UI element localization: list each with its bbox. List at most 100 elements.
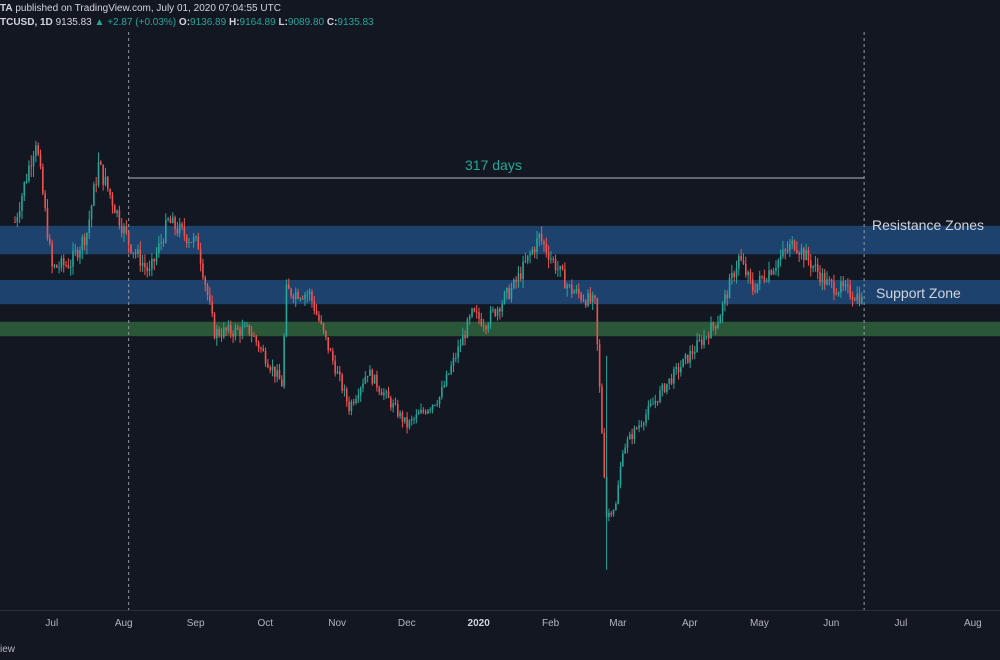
candle-body (415, 414, 418, 419)
candle-body (492, 309, 494, 311)
candle-body (264, 351, 267, 364)
candle (601, 383, 603, 435)
candle (332, 347, 334, 365)
candle (25, 173, 28, 184)
candle-body (65, 264, 67, 266)
candle (482, 318, 485, 332)
candle (717, 315, 719, 330)
candle-body (612, 509, 615, 515)
candle-body (83, 236, 86, 245)
candle (285, 279, 288, 338)
candle-body (227, 325, 230, 331)
candle-body (146, 267, 149, 272)
candle-body (385, 391, 387, 393)
candle-body (100, 161, 102, 165)
candle-body (738, 255, 740, 269)
candle-body (394, 403, 397, 405)
candle-body (682, 358, 684, 368)
candle (325, 330, 327, 341)
candle-body (352, 401, 355, 404)
candle (830, 278, 833, 288)
candle (508, 284, 510, 300)
candle-body (299, 298, 302, 300)
candle-body (786, 250, 789, 252)
candle-body (188, 242, 190, 244)
candle-body (28, 165, 30, 181)
candle-body (796, 249, 798, 253)
candle-body (666, 383, 668, 392)
time-axis[interactable]: Jul Aug Sep Oct Nov Dec 2020 Feb Mar Apr May Jun Jul… (0, 610, 1000, 643)
candle (659, 386, 661, 404)
x-tick-label: Sep (187, 618, 205, 629)
candle-body (399, 412, 401, 417)
candle-body (315, 310, 318, 315)
candle (640, 420, 643, 428)
candle-body (480, 318, 483, 326)
candle (796, 241, 798, 255)
open-label: O: (178, 17, 191, 28)
price-chart[interactable]: 317 days Resistance Zones Support Zone (0, 32, 1000, 610)
candle (647, 400, 650, 421)
candle (42, 163, 44, 196)
candle-body (649, 403, 652, 406)
candle-body (125, 226, 128, 233)
candle-body (171, 217, 174, 224)
chart-canvas[interactable] (0, 32, 1000, 610)
candle (264, 347, 267, 368)
candle (724, 289, 726, 312)
candle (738, 253, 740, 276)
candle (304, 292, 306, 307)
candle-body (603, 432, 606, 478)
candle (531, 246, 534, 256)
candle (93, 181, 95, 207)
candle (742, 253, 745, 265)
candle (253, 331, 255, 337)
candle (740, 249, 742, 262)
candle-body (383, 392, 385, 396)
candle-body (782, 249, 784, 257)
candle (494, 308, 497, 318)
candle-body (677, 366, 680, 373)
candle (510, 282, 513, 303)
candle (216, 324, 218, 346)
candle (761, 275, 763, 280)
candle-body (322, 323, 325, 331)
candle-body (779, 256, 782, 261)
candle (118, 205, 121, 230)
candle (315, 303, 318, 316)
candle-body (823, 273, 826, 285)
candle (745, 256, 747, 278)
candle (246, 322, 248, 328)
candle-body (550, 258, 552, 260)
candle (55, 264, 58, 269)
candle (250, 325, 253, 343)
candle-body (16, 217, 19, 222)
x-tick-label: Apr (682, 618, 698, 629)
candle (487, 322, 490, 333)
candle (726, 290, 729, 306)
candle-body (350, 401, 353, 412)
candle (823, 269, 826, 291)
candle-body (167, 218, 169, 220)
candle (399, 410, 401, 419)
candle-body (591, 295, 594, 302)
candle (533, 246, 536, 259)
publish-info: TA published on TradingView.com, July 01… (0, 2, 281, 16)
candle-body (663, 384, 666, 392)
candle (480, 312, 483, 327)
candle (513, 278, 515, 290)
candle (223, 322, 225, 339)
candle-body (726, 294, 729, 299)
candle (684, 352, 687, 365)
candle-body (652, 403, 654, 405)
candle (603, 428, 606, 479)
candle-body (32, 155, 35, 167)
candle (153, 258, 155, 271)
candle (79, 246, 81, 265)
candle (39, 149, 42, 170)
candle-body (336, 371, 339, 374)
candle (807, 246, 810, 266)
candle-body (287, 284, 290, 289)
candle (805, 243, 807, 261)
candle (758, 270, 761, 291)
